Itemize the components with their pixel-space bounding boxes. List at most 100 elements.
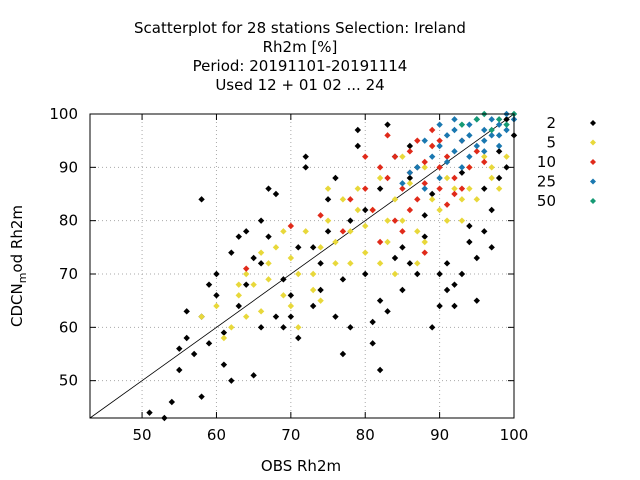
legend-marker-25 [590,178,596,185]
data-point [302,228,309,235]
data-point [428,126,436,134]
data-point [235,292,242,299]
data-point [414,228,421,235]
data-point [309,270,317,278]
data-point [436,206,443,214]
data-point [362,185,369,192]
data-point [272,313,280,320]
x-axis-label: OBS Rh2m [261,457,341,475]
data-point [228,324,235,331]
data-point [265,260,272,267]
data-point [481,148,488,155]
data-point [458,169,466,176]
data-point [332,260,339,267]
data-point [451,185,458,192]
data-point [473,297,481,304]
data-point [280,228,287,235]
data-point [443,174,451,182]
data-point [213,292,220,299]
data-point [495,174,503,182]
data-point [354,185,361,192]
data-point [406,206,414,214]
data-point [324,196,332,203]
data-point [488,132,495,139]
data-point [421,212,428,219]
diagonal-reference-line [89,113,515,419]
data-point [421,137,428,144]
data-point [228,377,235,384]
data-point [481,185,488,192]
data-point [235,281,242,288]
data-point [272,190,280,198]
data-point [481,228,488,235]
data-point [287,254,295,262]
data-point [362,153,369,160]
data-point [443,153,451,160]
y-tick-label: 80 [59,212,78,230]
data-point [347,228,354,235]
data-point [428,153,436,160]
legend-label-2: 2 [546,114,556,132]
data-point [235,233,242,240]
data-point [451,190,458,198]
data-point [362,206,369,214]
data-point [406,260,414,267]
title-line-2: Rh2m [%] [263,38,338,56]
data-point [265,233,272,240]
chart-title: Scatterplot for 28 stations Selection: I… [134,19,466,94]
data-point [406,169,414,176]
data-point [421,180,428,187]
data-point [250,254,257,262]
data-point [228,249,235,256]
data-point [384,132,391,139]
data-point [295,270,302,278]
data-point [243,265,250,272]
data-point [183,308,190,315]
data-point [473,116,481,123]
data-point [332,238,339,246]
data-point [168,398,176,406]
data-point [376,185,384,192]
y-tick-label: 100 [49,105,78,123]
data-point [458,137,466,144]
data-point [481,126,488,134]
legend-label-5: 5 [546,134,556,152]
data-point [495,185,503,192]
data-point [458,196,466,203]
data-point [324,217,332,224]
data-point [317,286,324,294]
data-point [280,324,287,331]
series-2 [146,116,518,422]
legend-label-50: 50 [537,192,556,210]
data-point [443,158,451,166]
data-point [495,132,503,139]
data-point [436,142,443,150]
data-point [436,174,443,182]
data-point [436,185,443,192]
data-point [503,153,510,160]
data-point [384,217,391,224]
data-point [466,132,473,139]
series-50 [458,110,518,134]
data-point [257,308,265,315]
data-point [339,196,347,203]
x-tick-label: 60 [207,426,226,444]
data-point [309,244,317,251]
data-point [414,260,421,267]
title-line-1: Scatterplot for 28 stations Selection: I… [134,19,466,37]
x-tick-label: 100 [500,426,529,444]
data-point [421,233,428,240]
data-point [257,324,265,331]
data-point [428,190,436,198]
data-point [421,185,428,192]
data-point [488,244,495,251]
data-point [428,196,436,203]
data-point [399,228,406,235]
data-point [376,260,384,267]
y-tick-label: 50 [59,372,78,390]
data-point [481,158,488,166]
data-point [369,318,376,326]
data-point [272,244,280,251]
data-point [354,206,361,214]
